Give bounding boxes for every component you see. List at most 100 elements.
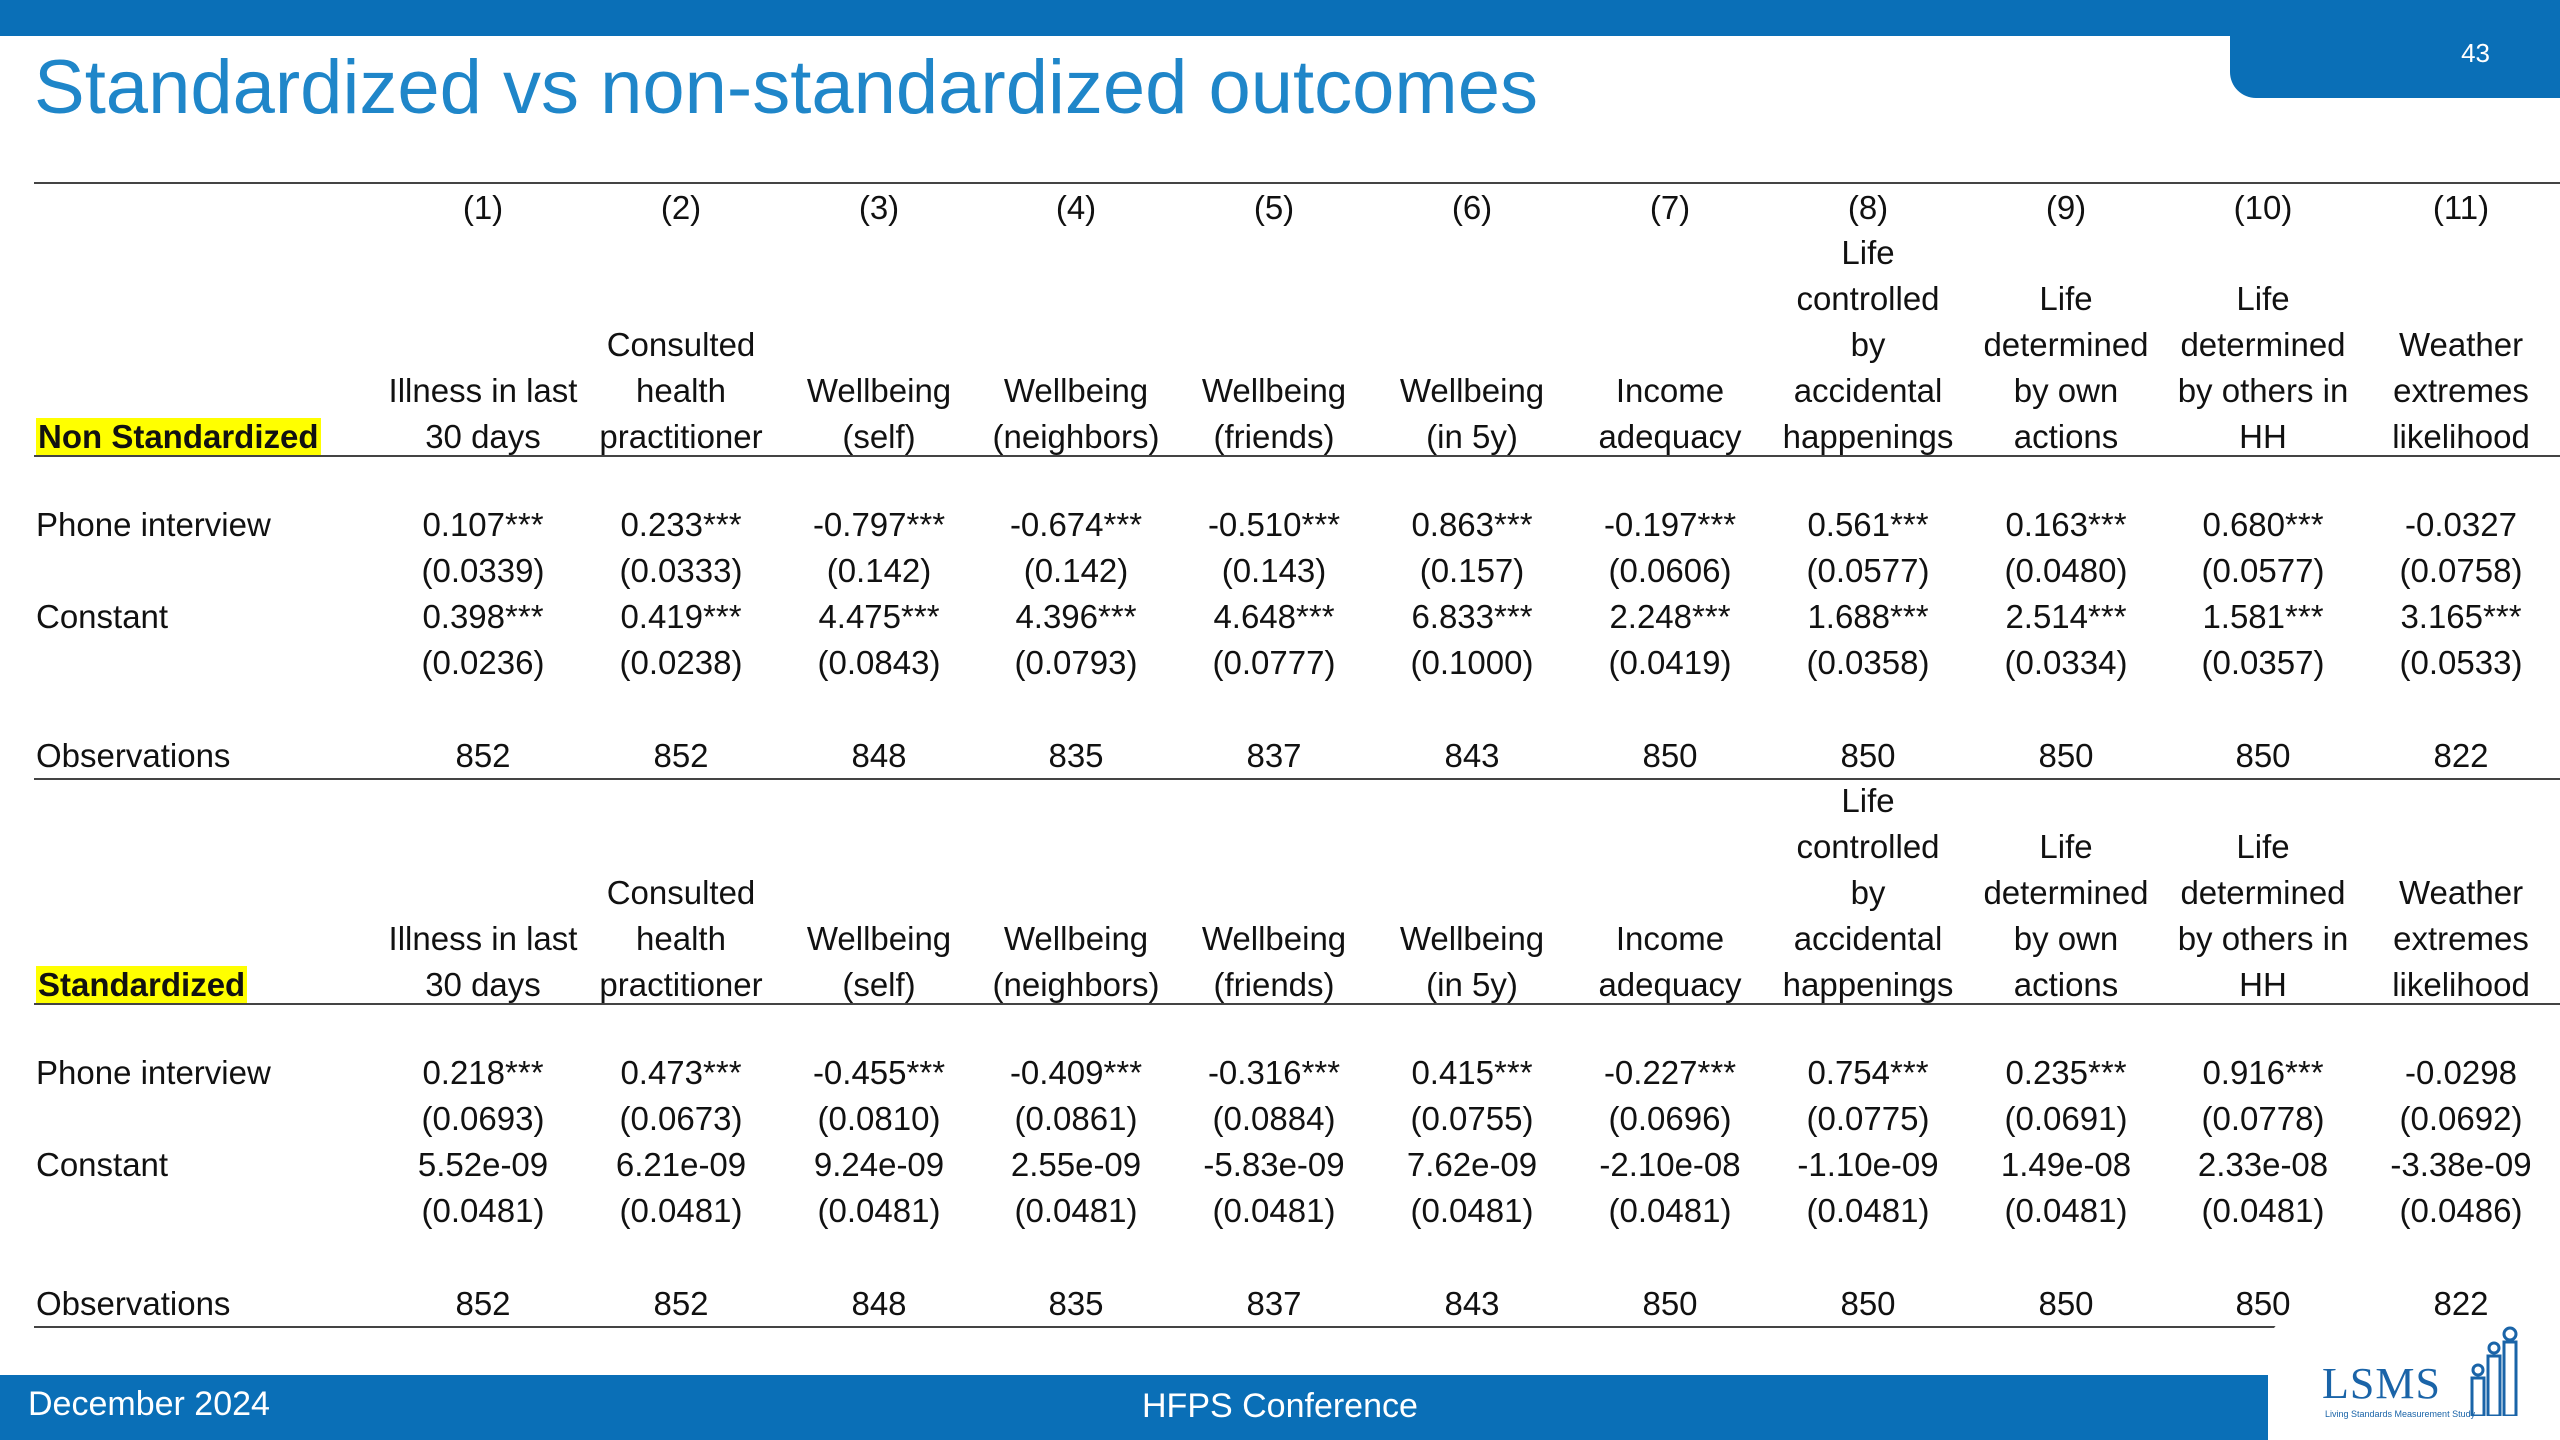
column-label: Wellbeing: [1399, 920, 1545, 957]
column-label: 30 days: [425, 966, 541, 1003]
column-label: Wellbeing: [806, 920, 952, 957]
panel-header-rule: [34, 1003, 2560, 1005]
observations-value: 850: [2038, 1285, 2094, 1322]
column-label: happenings: [1782, 418, 1954, 455]
column-label: HH: [2239, 966, 2287, 1003]
column-label: health: [636, 372, 726, 409]
observations-value: 850: [2235, 1285, 2291, 1322]
phone-interview-se-value: (0.0691): [2004, 1100, 2128, 1137]
phone-interview-value: -0.227***: [1603, 1054, 1737, 1091]
constant-se-value: (0.0481): [421, 1192, 545, 1229]
phone-interview-value: 0.561***: [1807, 506, 1929, 543]
phone-interview-value: 0.863***: [1411, 506, 1533, 543]
phone-interview-se-value: (0.0577): [1806, 552, 1930, 589]
constant-value: -3.38e-09: [2390, 1146, 2532, 1183]
constant-se-value: (0.0843): [817, 644, 941, 681]
column-label: by: [1850, 326, 1886, 363]
panel-header-rule: [34, 455, 2560, 457]
column-label: practitioner: [599, 418, 763, 455]
phone-interview-value: 0.218***: [422, 1054, 544, 1091]
constant-se-value: (0.0481): [2201, 1192, 2325, 1229]
observations-value: 850: [2235, 737, 2291, 774]
column-number: (5): [1253, 189, 1295, 226]
panel-label-highlight: Standardized: [36, 966, 248, 1003]
page-number: 43: [2461, 38, 2490, 68]
constant-value: 6.21e-09: [615, 1146, 747, 1183]
phone-interview-value: 0.680***: [2202, 506, 2324, 543]
phone-interview-se-value: (0.0861): [1014, 1100, 1138, 1137]
phone-interview-value: -0.797***: [812, 506, 946, 543]
column-label: Life: [2236, 828, 2290, 865]
constant-value: 3.165***: [2400, 598, 2522, 635]
column-label: Wellbeing: [1201, 920, 1347, 957]
observations-value: 822: [2433, 737, 2489, 774]
observations-value: 848: [851, 1285, 907, 1322]
observations-label: Observations: [36, 737, 231, 774]
phone-interview-value: 0.473***: [620, 1054, 742, 1091]
phone-interview-value: -0.409***: [1009, 1054, 1143, 1091]
column-number: (9): [2045, 189, 2087, 226]
observations-value: 837: [1246, 1285, 1302, 1322]
constant-se-value: (0.0238): [619, 644, 743, 681]
constant-se-value: (0.0481): [619, 1192, 743, 1229]
phone-interview-se-value: (0.0333): [619, 552, 743, 589]
phone-interview-value: 0.415***: [1411, 1054, 1533, 1091]
constant-value: -5.83e-09: [1203, 1146, 1345, 1183]
column-label: (neighbors): [992, 966, 1160, 1003]
column-number: (6): [1451, 189, 1493, 226]
column-label: Life: [1841, 782, 1895, 819]
column-label: Consulted: [606, 874, 756, 911]
phone-interview-se-value: (0.0673): [619, 1100, 743, 1137]
phone-interview-se-value: (0.0692): [2399, 1100, 2523, 1137]
observations-label: Observations: [36, 1285, 231, 1322]
column-label: extremes: [2393, 920, 2529, 957]
column-label: happenings: [1782, 966, 1954, 1003]
observations-value: 850: [1840, 1285, 1896, 1322]
constant-value: 4.648***: [1213, 598, 1335, 635]
phone-interview-se-value: (0.0480): [2004, 552, 2128, 589]
constant-label: Constant: [36, 1146, 169, 1183]
observations-value: 850: [1642, 737, 1698, 774]
phone-interview-se-value: (0.0339): [421, 552, 545, 589]
phone-interview-se-value: (0.0758): [2399, 552, 2523, 589]
logo-subtitle: Living Standards Measurement Study: [2325, 1409, 2476, 1419]
slide-title: Standardized vs non-standardized outcome…: [34, 45, 1539, 130]
column-label: Life: [2039, 828, 2093, 865]
footer-date: December 2024: [28, 1385, 270, 1423]
column-label: Income: [1615, 372, 1725, 409]
table-top-rule: [34, 182, 2560, 184]
observations-value: 850: [2038, 737, 2094, 774]
column-label: (neighbors): [992, 418, 1160, 455]
logo-box: [2268, 1316, 2560, 1440]
phone-interview-se-value: (0.0693): [421, 1100, 545, 1137]
constant-value: 7.62e-09: [1406, 1146, 1538, 1183]
constant-se-value: (0.0481): [2004, 1192, 2128, 1229]
phone-interview-label: Phone interview: [36, 1054, 271, 1091]
column-label: (in 5y): [1426, 418, 1518, 455]
phone-interview-value: -0.0327: [2405, 506, 2517, 543]
phone-interview-se-value: (0.0884): [1212, 1100, 1336, 1137]
panel-label: Non Standardized: [36, 414, 321, 459]
observations-value: 843: [1444, 1285, 1500, 1322]
column-number: (11): [2432, 189, 2490, 226]
column-label: (self): [842, 418, 916, 455]
footer-conference: HFPS Conference: [1142, 1387, 1418, 1425]
constant-value: 4.396***: [1015, 598, 1137, 635]
panel-label-highlight: Non Standardized: [36, 418, 321, 455]
top-bar: [0, 0, 2560, 36]
column-label: accidental: [1793, 372, 1943, 409]
column-label: HH: [2239, 418, 2287, 455]
column-label: by others in: [2177, 372, 2349, 409]
observations-value: 843: [1444, 737, 1500, 774]
constant-se-value: (0.0419): [1608, 644, 1732, 681]
constant-value: 2.514***: [2005, 598, 2127, 635]
phone-interview-se-value: (0.0778): [2201, 1100, 2325, 1137]
column-number: (10): [2233, 189, 2293, 226]
column-label: Wellbeing: [1399, 372, 1545, 409]
column-label: Illness in last: [388, 920, 578, 957]
column-label: (friends): [1213, 418, 1335, 455]
column-label: by: [1850, 874, 1886, 911]
column-label: (self): [842, 966, 916, 1003]
observations-value: 852: [653, 737, 709, 774]
observations-value: 850: [1642, 1285, 1698, 1322]
